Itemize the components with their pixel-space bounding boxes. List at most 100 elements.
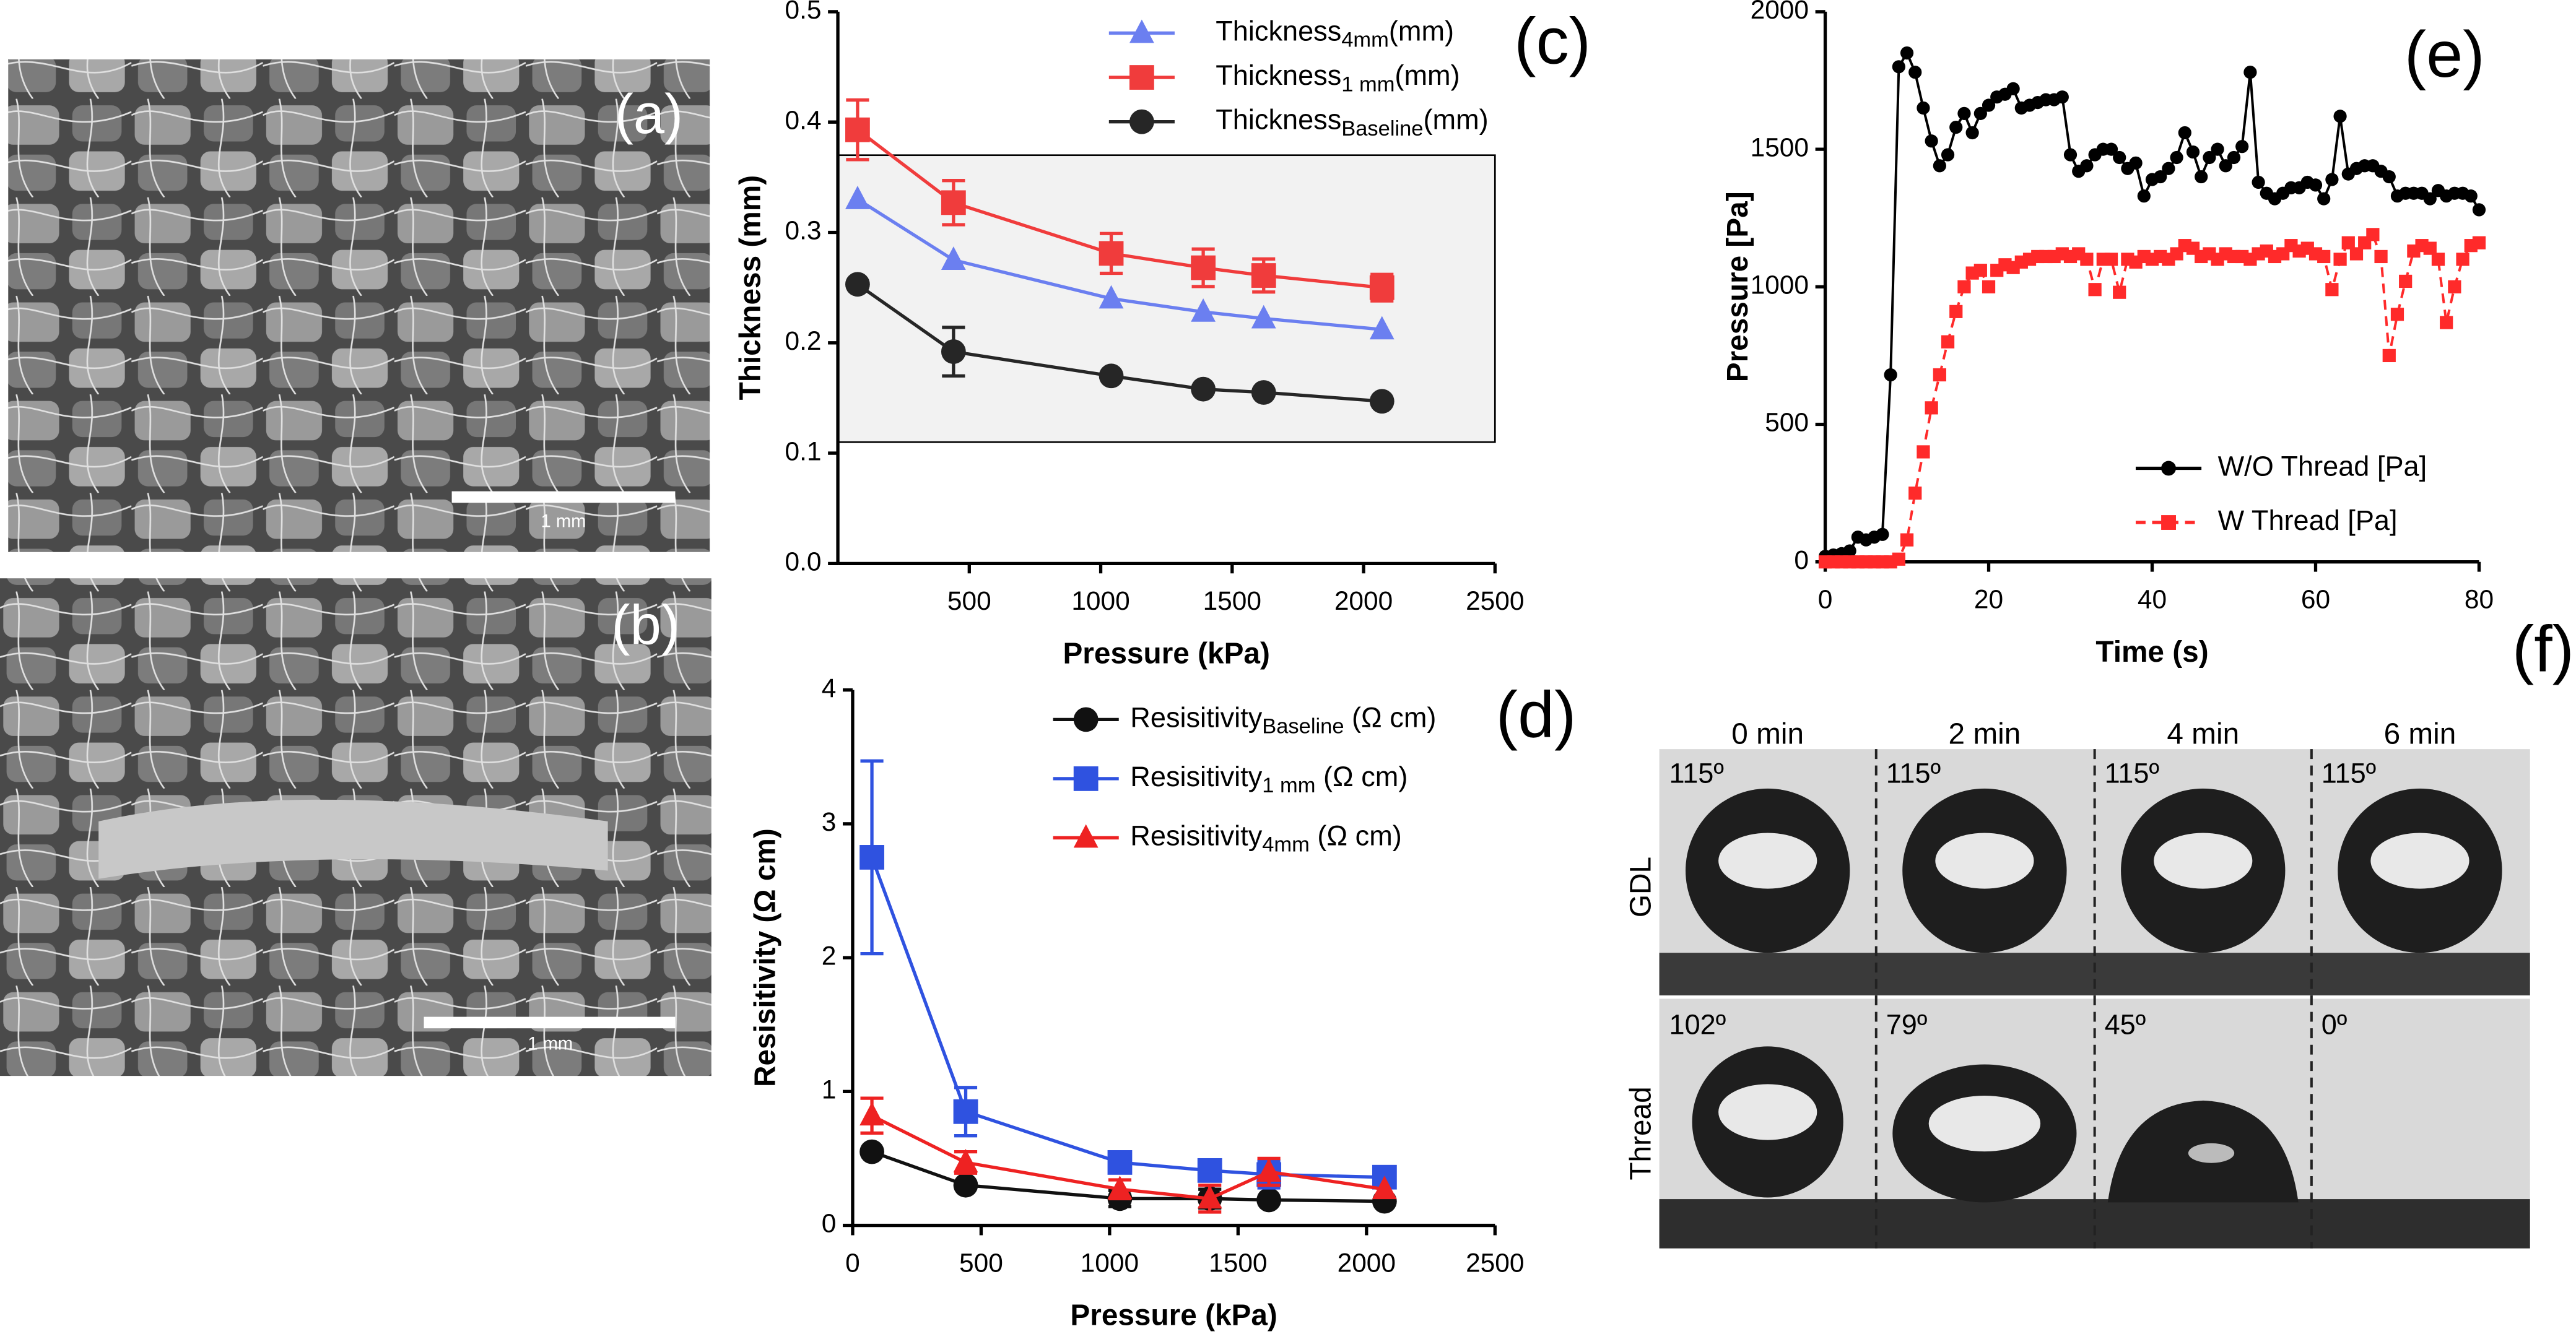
marker xyxy=(2219,159,2232,173)
marker xyxy=(2341,236,2355,249)
marker xyxy=(845,186,870,209)
marker xyxy=(1099,363,1124,389)
marker xyxy=(1884,368,1897,382)
droplet-highlight xyxy=(1718,833,1817,889)
x-tick-label: 2000 xyxy=(1338,1248,1396,1277)
marker xyxy=(1876,527,1889,541)
x-tick-label: 0 xyxy=(845,1248,860,1277)
row-label: GDL xyxy=(1625,857,1658,917)
marker xyxy=(2113,150,2126,165)
marker xyxy=(2464,189,2478,203)
marker xyxy=(1925,134,1938,148)
legend-unit: (mm) xyxy=(1389,15,1454,46)
marker xyxy=(1908,66,1922,79)
legend-label: ResisitivityBaseline (Ω cm) xyxy=(1130,701,1436,738)
marker xyxy=(2308,178,2323,192)
sem-image-a xyxy=(8,59,710,552)
legend-marker xyxy=(1073,707,1099,732)
contact-angle: 115º xyxy=(2321,758,2376,789)
marker xyxy=(953,1172,978,1198)
y-tick-label: 0.2 xyxy=(785,326,822,355)
droplet-highlight xyxy=(2188,1143,2235,1163)
y-tick-label: 0.5 xyxy=(785,0,822,24)
legend-name: W Thread [Pa] xyxy=(2218,505,2398,536)
marker xyxy=(2203,150,2216,165)
marker xyxy=(2195,170,2208,184)
panel-label: (f) xyxy=(2512,612,2574,685)
series-line xyxy=(856,283,1382,403)
marker xyxy=(2235,140,2249,154)
marker xyxy=(1191,376,1216,402)
contact-angle: 115º xyxy=(2105,758,2159,789)
y-tick-label: 500 xyxy=(1765,408,1809,437)
y-tick-label: 1 xyxy=(822,1075,837,1104)
marker xyxy=(1941,148,1955,162)
marker xyxy=(1933,368,1946,382)
marker xyxy=(1892,60,1905,74)
marker xyxy=(1892,552,1905,566)
series-line xyxy=(871,1114,1385,1201)
marker xyxy=(1965,126,1979,140)
marker xyxy=(2104,142,2118,156)
legend-subscript: Baseline xyxy=(1341,117,1423,141)
marker xyxy=(1369,275,1395,300)
marker xyxy=(1843,544,1856,558)
marker xyxy=(2431,253,2445,266)
marker xyxy=(2162,162,2175,175)
x-tick-label: 20 xyxy=(1974,585,2003,614)
shaded-band xyxy=(837,154,1496,443)
legend-unit: (mm) xyxy=(1395,59,1460,91)
marker xyxy=(2333,110,2347,123)
marker xyxy=(2080,253,2094,266)
marker xyxy=(2440,316,2453,329)
marker xyxy=(1957,280,1971,293)
marker xyxy=(2104,253,2118,266)
panel-label: (b) xyxy=(612,594,680,656)
legend-marker xyxy=(2161,461,2176,476)
marker xyxy=(1933,159,1946,173)
time-label: 4 min xyxy=(2167,718,2239,751)
marker xyxy=(2178,126,2191,140)
marker xyxy=(1251,380,1276,405)
marker xyxy=(1925,401,1938,415)
marker xyxy=(1191,255,1216,280)
marker xyxy=(2088,283,2102,297)
marker xyxy=(2423,192,2437,206)
marker xyxy=(2055,90,2069,104)
marker xyxy=(1107,1150,1133,1175)
marker xyxy=(2472,203,2486,217)
legend-unit: (Ω cm) xyxy=(1310,820,1402,851)
legend-marker xyxy=(1073,824,1099,848)
legend-marker xyxy=(1129,109,1154,134)
marker xyxy=(2382,170,2396,184)
time-label: 2 min xyxy=(1949,718,2021,751)
legend-name: Resisitivity xyxy=(1130,820,1262,851)
legend-subscript: 1 mm xyxy=(1341,72,1395,96)
y-tick-label: 0.1 xyxy=(785,436,822,466)
marker xyxy=(941,246,966,270)
panel-label: (d) xyxy=(1496,678,1577,751)
y-tick-label: 2 xyxy=(822,941,837,970)
marker xyxy=(1256,1158,1282,1182)
y-tick-label: 0 xyxy=(822,1209,837,1238)
contact-angle: 45º xyxy=(2105,1008,2146,1040)
marker xyxy=(2154,170,2167,184)
marker xyxy=(1369,316,1395,340)
marker xyxy=(1197,1185,1222,1209)
marker xyxy=(2063,148,2078,162)
legend-subscript: 1 mm xyxy=(1262,774,1315,797)
legend-marker xyxy=(1129,19,1154,43)
x-tick-label: 1000 xyxy=(1071,586,1129,615)
marker xyxy=(1900,46,1914,60)
x-tick-label: 60 xyxy=(2301,585,2330,614)
x-tick-label: 1500 xyxy=(1209,1248,1267,1277)
marker xyxy=(2137,189,2151,203)
x-tick-label: 1000 xyxy=(1081,1248,1139,1277)
marker xyxy=(859,1139,884,1164)
marker xyxy=(1941,335,1955,349)
droplet-highlight xyxy=(2370,833,2469,889)
marker xyxy=(1099,241,1124,266)
marker xyxy=(1107,1176,1133,1200)
x-tick-label: 2500 xyxy=(1466,586,1524,615)
marker xyxy=(1369,389,1395,414)
